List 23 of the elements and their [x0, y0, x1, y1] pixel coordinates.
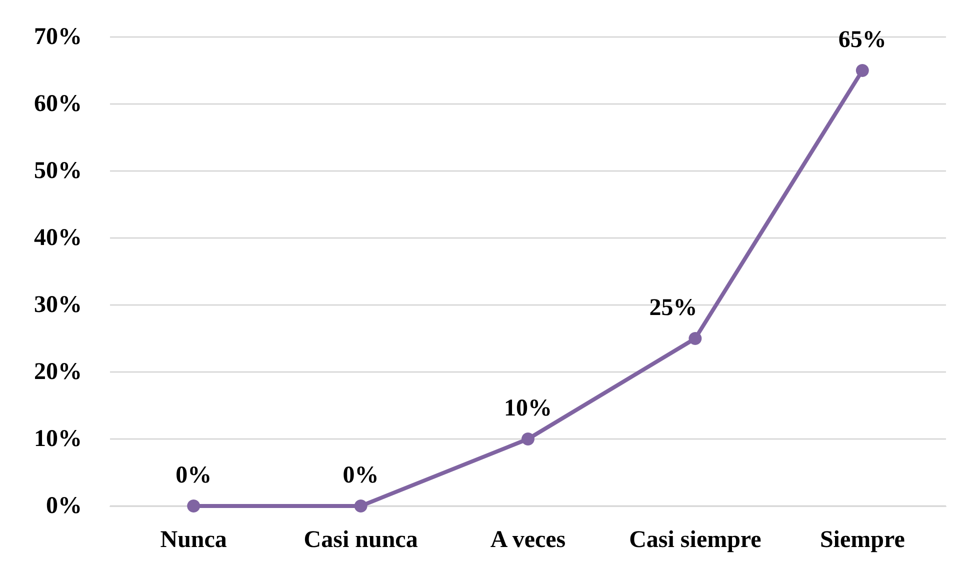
- point: [187, 500, 200, 512]
- x-tick-label: Siempre: [820, 527, 906, 553]
- y-tick-label: 70%: [34, 24, 82, 50]
- data-label: 25%: [649, 295, 698, 321]
- y-tick-label: 20%: [34, 359, 82, 385]
- data-label: 0%: [176, 462, 212, 488]
- data-label: 65%: [838, 27, 886, 53]
- y-tick-label: 40%: [34, 225, 82, 251]
- y-tick-label: 30%: [34, 292, 82, 318]
- y-tick-label: 60%: [34, 91, 82, 117]
- data-label: 0%: [342, 462, 379, 488]
- x-tick-label: Casi nunca: [304, 527, 418, 553]
- y-tick-label: 50%: [34, 158, 82, 184]
- point: [688, 332, 702, 345]
- y-tick-label: 10%: [34, 426, 82, 452]
- y-tick-label: 0%: [46, 493, 82, 519]
- point: [354, 500, 368, 512]
- x-tick-label: A veces: [490, 527, 566, 553]
- x-tick-label: Nunca: [160, 527, 227, 553]
- data-label: 10%: [504, 396, 552, 422]
- point: [522, 432, 534, 446]
- x-tick-label: Casi siempre: [629, 527, 762, 553]
- point: [856, 64, 869, 77]
